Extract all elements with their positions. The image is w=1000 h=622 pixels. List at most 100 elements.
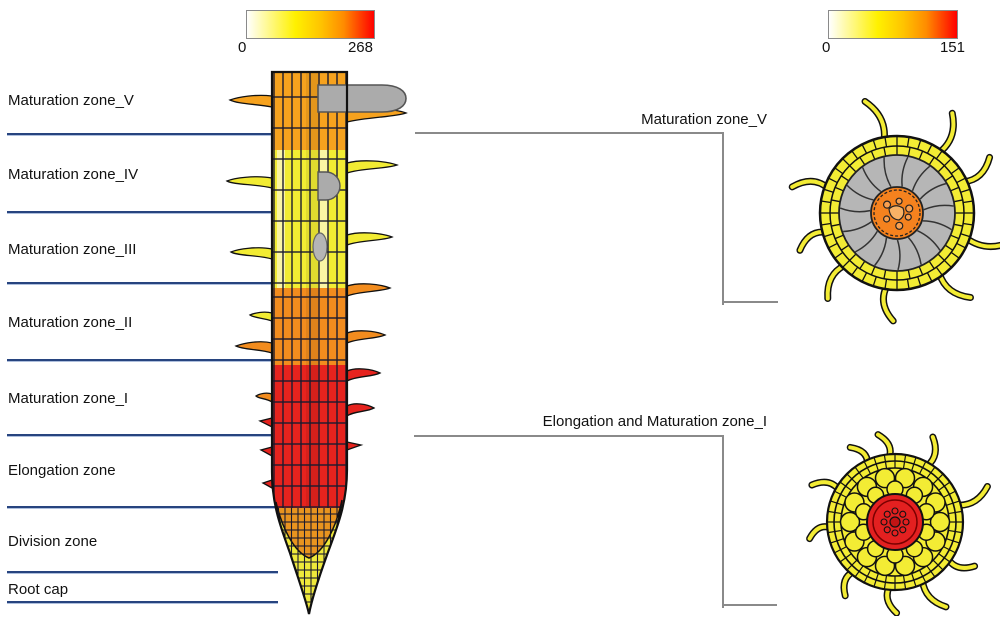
cortex-cell-wall <box>922 220 952 231</box>
bracket-stub <box>722 301 778 303</box>
cell-wall-tick <box>823 233 834 238</box>
cell-wall-tick <box>926 466 936 479</box>
cortex-cell-wall <box>846 184 874 201</box>
cell-wall-tick <box>834 167 844 175</box>
cell-wall-tick <box>854 466 864 479</box>
cell-wall-tick <box>849 165 857 173</box>
cross-section-maturation-v <box>788 97 1000 325</box>
cell-wall-tick <box>944 244 954 251</box>
root-hair <box>225 176 273 189</box>
cell-wall-tick <box>960 188 971 193</box>
cell-wall-tick <box>906 279 910 290</box>
cell-wall-tick <box>883 575 888 590</box>
lateral-root-primordium <box>312 232 328 262</box>
zone-label-root-cap: Root cap <box>8 581 69 598</box>
cell-wall-tick <box>851 150 859 160</box>
cell-wall-tick <box>943 259 952 268</box>
zone-divider <box>7 359 278 361</box>
root-hair <box>258 417 273 429</box>
cortex-cell-wall <box>843 221 872 233</box>
cortex-cell-wall <box>907 236 922 265</box>
root-hair <box>248 311 273 322</box>
cell-wall-tick <box>859 156 866 166</box>
cortex-cell-wall <box>854 231 878 253</box>
vascular-cell <box>891 507 899 515</box>
cell-wall-tick <box>928 260 935 270</box>
zone-divider <box>7 133 278 135</box>
cell-wall-tick <box>950 186 960 192</box>
colorbar-cross-section-min: 0 <box>822 39 831 56</box>
cell-wall-tick <box>831 199 841 203</box>
cell-wall-tick <box>917 276 922 287</box>
cell-wall-tick <box>928 156 935 166</box>
root-hair <box>346 368 382 383</box>
cell-wall-tick <box>918 150 924 160</box>
cell-wall-tick <box>946 538 960 544</box>
cell-wall-tick <box>861 272 868 282</box>
cortex-cell-wall <box>919 182 947 200</box>
cell-wall-tick <box>820 200 831 204</box>
cell-grid <box>272 365 347 508</box>
cell-wall-tick <box>840 175 850 182</box>
xsec-part <box>873 189 921 237</box>
colorbar-cross-section-max: 151 <box>939 39 965 56</box>
cross-section-elongation-maturation-i <box>806 431 991 616</box>
cell-wall-tick <box>937 165 945 173</box>
cell-wall-tick <box>863 569 872 583</box>
cell-wall-tick <box>834 545 848 554</box>
zone-label-maturation-i: Maturation zone_I <box>8 390 129 407</box>
vascular-cell <box>891 529 899 537</box>
zone-divider <box>7 282 278 284</box>
cell-wall-tick <box>823 188 834 193</box>
cell-wall-tick <box>935 266 943 276</box>
cell-wall-tick <box>883 454 888 469</box>
cell-wall-tick <box>839 481 852 491</box>
cell-wall-tick <box>938 481 951 491</box>
root-hair <box>346 330 387 345</box>
cell-wall-tick <box>827 510 842 515</box>
cell-wall-tick <box>870 150 876 160</box>
cell-wall-tick <box>946 500 960 506</box>
root-hair <box>346 232 394 246</box>
zone-divider <box>7 434 278 436</box>
cell-wall-tick <box>942 545 956 554</box>
cell-wall-tick <box>942 490 956 499</box>
cell-wall-tick <box>830 538 844 544</box>
cell-wall-tick <box>839 553 852 563</box>
vascular-cell <box>883 526 891 534</box>
cell-wall-tick <box>870 266 876 276</box>
cortex-cell-wall <box>883 157 892 188</box>
cortex-cell <box>839 511 861 533</box>
colorbar-longitudinal-min: 0 <box>238 39 247 56</box>
cell-grid <box>272 150 347 288</box>
cell-wall-tick <box>926 272 933 282</box>
zone-label-maturation-ii: Maturation zone_II <box>8 314 133 331</box>
cell-wall-tick <box>827 529 842 534</box>
root-hair <box>346 441 364 451</box>
cell-wall-tick <box>911 573 917 587</box>
root-hair <box>346 403 376 418</box>
vascular-cell <box>882 200 892 209</box>
cell-wall-tick <box>830 500 844 506</box>
cell-wall-tick <box>944 175 954 182</box>
cell-wall-tick <box>834 251 844 259</box>
cell-wall-tick <box>948 510 963 515</box>
cell-wall-tick <box>883 147 887 157</box>
zone-label-maturation-iii: Maturation zone_III <box>8 241 137 258</box>
cell-wall-tick <box>861 144 868 154</box>
vascular-cell <box>880 518 888 526</box>
cell-wall-tick <box>926 144 933 154</box>
root-hair <box>254 392 273 404</box>
cell-wall-tick <box>907 269 911 279</box>
root-outline <box>270 70 349 615</box>
cell-wall-tick <box>956 242 966 249</box>
cell-wall-tick <box>834 490 848 499</box>
cell-wall-tick <box>834 186 844 192</box>
vascular-cell <box>899 526 907 534</box>
zone-divider <box>7 601 278 603</box>
zone-label-division: Division zone <box>8 533 98 550</box>
cell-wall-tick <box>873 573 879 587</box>
cell-wall-tick <box>851 266 859 276</box>
cell-wall-tick <box>863 461 872 475</box>
cortex-cell-wall <box>861 167 882 193</box>
